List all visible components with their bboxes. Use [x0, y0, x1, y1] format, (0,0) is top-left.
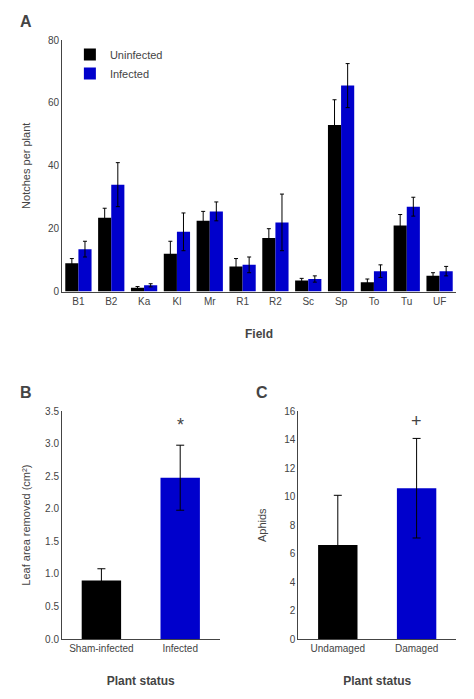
svg-text:Mr: Mr [204, 296, 216, 307]
svg-text:C: C [256, 384, 268, 401]
svg-text:4: 4 [290, 577, 296, 588]
svg-text:Aphids: Aphids [256, 508, 268, 542]
svg-text:Plant status: Plant status [107, 674, 175, 688]
svg-text:A: A [20, 13, 32, 30]
svg-text:80: 80 [48, 35, 60, 46]
svg-text:40: 40 [48, 160, 60, 171]
svg-text:Notches per plant: Notches per plant [20, 123, 32, 209]
svg-text:Field: Field [245, 327, 273, 341]
svg-text:Leaf area removed (cm²): Leaf area removed (cm²) [20, 465, 32, 586]
svg-text:B2: B2 [105, 296, 118, 307]
svg-text:20: 20 [48, 223, 60, 234]
svg-text:2: 2 [290, 605, 296, 616]
svg-text:1.5: 1.5 [45, 536, 59, 547]
svg-text:0: 0 [290, 634, 296, 645]
svg-text:Sp: Sp [335, 296, 348, 307]
svg-text:14: 14 [284, 434, 296, 445]
svg-text:8: 8 [290, 520, 296, 531]
svg-text:Undamaged: Undamaged [311, 643, 365, 654]
svg-text:B1: B1 [72, 296, 85, 307]
svg-text:3.0: 3.0 [45, 438, 59, 449]
svg-text:+: + [411, 411, 422, 431]
svg-text:2.0: 2.0 [45, 503, 59, 514]
svg-text:Tu: Tu [401, 296, 412, 307]
svg-text:To: To [369, 296, 380, 307]
svg-text:16: 16 [284, 406, 296, 417]
svg-text:Plant status: Plant status [343, 674, 411, 688]
svg-text:R1: R1 [236, 296, 249, 307]
svg-text:2.5: 2.5 [45, 471, 59, 482]
svg-text:Uninfected: Uninfected [110, 49, 163, 61]
svg-text:Infected: Infected [162, 643, 198, 654]
svg-text:0.0: 0.0 [45, 634, 59, 645]
svg-text:6: 6 [290, 548, 296, 559]
svg-text:Sc: Sc [302, 296, 314, 307]
svg-text:B: B [20, 384, 32, 401]
svg-text:12: 12 [284, 463, 296, 474]
svg-text:Ka: Ka [138, 296, 151, 307]
svg-text:60: 60 [48, 97, 60, 108]
svg-text:Damaged: Damaged [395, 643, 438, 654]
svg-text:3.5: 3.5 [45, 406, 59, 417]
svg-text:Sham-infected: Sham-infected [69, 643, 133, 654]
svg-text:0.5: 0.5 [45, 601, 59, 612]
svg-text:UF: UF [433, 296, 446, 307]
svg-text:Kl: Kl [172, 296, 181, 307]
svg-text:*: * [177, 415, 184, 435]
svg-text:1.0: 1.0 [45, 568, 59, 579]
svg-text:Infected: Infected [110, 68, 149, 80]
svg-text:0: 0 [53, 286, 59, 297]
svg-text:10: 10 [284, 491, 296, 502]
svg-text:R2: R2 [269, 296, 282, 307]
